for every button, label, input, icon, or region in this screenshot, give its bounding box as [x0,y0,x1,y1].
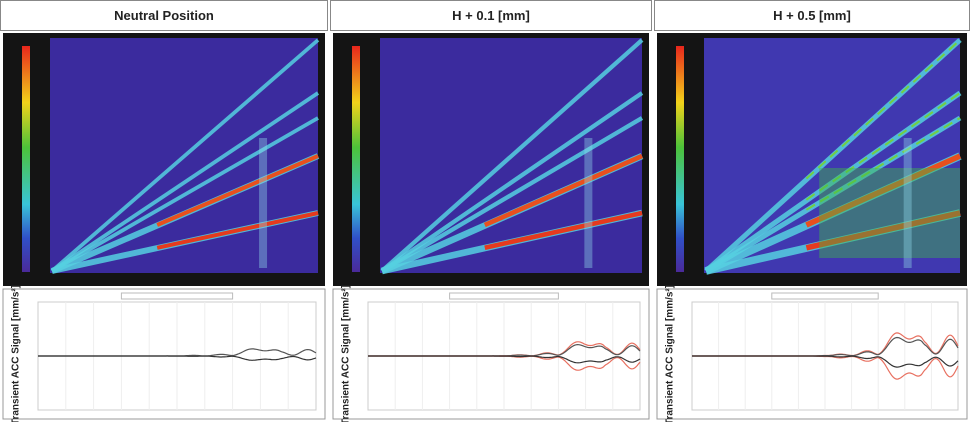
spectrogram-vertical [259,138,268,268]
colorbar [676,46,684,272]
spectrogram-vertical [584,138,593,268]
order-line [50,91,320,273]
order-line-hot [484,210,643,251]
order-line-hot [805,210,961,251]
colorbar [22,46,30,272]
order-line [380,116,644,273]
transient-y-label: Transient ACC Signal [mm/s²] [665,285,676,422]
header-cell [0,0,328,31]
transient-wave [38,355,317,361]
transient-wave [368,355,641,364]
transient-y-label: Transient ACC Signal [mm/s²] [11,285,22,422]
transient-legend [449,292,559,300]
order-line-hot [156,211,319,250]
panel-title: H + 0.5 [mm] [773,8,851,23]
order-line [51,116,319,273]
broadband-noise [819,168,960,258]
panel-title: H + 0.1 [mm] [452,8,530,23]
header-cell [330,0,652,31]
order-line [380,91,644,273]
order-line-hot [805,39,961,180]
order-line-hot [483,153,643,228]
spectrogram-vertical [903,138,912,268]
order-line [380,38,644,273]
transient-y-label: Transient ACC Signal [mm/s²] [341,285,352,422]
transient-wave [692,355,959,368]
order-line-hot [805,153,962,228]
order-line [50,38,320,273]
panel-title: Neutral Position [114,8,214,23]
order-line-hot [805,117,961,211]
transient-legend [120,292,234,300]
colorbar [352,46,360,272]
header-cell [654,0,970,31]
order-line-hot [156,154,319,227]
transient-legend [771,292,879,300]
